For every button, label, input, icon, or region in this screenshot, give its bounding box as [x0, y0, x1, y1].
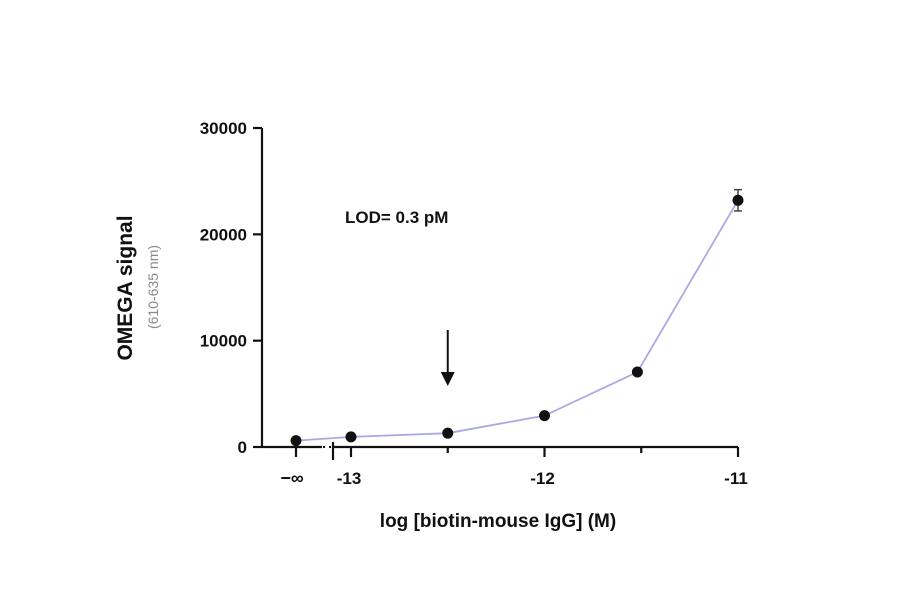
x-tick-label: -13: [337, 469, 362, 488]
x-tick-label: -12: [530, 469, 555, 488]
lod-arrow-head: [440, 372, 455, 386]
data-point: [345, 431, 357, 443]
y-tick-label: 10000: [200, 332, 247, 351]
data-point: [732, 194, 744, 206]
x-tick-label-neg-infinity: −∞: [280, 468, 304, 488]
data-point: [442, 427, 454, 439]
series-line: [295, 199, 739, 442]
axis-labels: 0 10000 20000 30000 −∞ -13 -12 -11: [200, 119, 748, 488]
y-axis-title: OMEGA signal: [114, 215, 137, 360]
data-point: [631, 366, 643, 378]
axes: [253, 126, 740, 460]
series-polyline: [295, 199, 739, 442]
data-point: [290, 435, 302, 447]
x-axis-title: log [biotin-mouse IgG] (M): [380, 511, 616, 532]
y-tick-label: 0: [238, 438, 247, 457]
lod-annotation: LOD= 0.3 pM: [345, 208, 448, 227]
y-tick-label: 30000: [200, 119, 247, 138]
data-points: [290, 188, 744, 447]
y-tick-label: 20000: [200, 225, 247, 244]
x-tick-label: -11: [724, 469, 748, 488]
y-axis-subtitle: (610-635 nm): [145, 245, 161, 329]
data-point: [539, 410, 550, 422]
